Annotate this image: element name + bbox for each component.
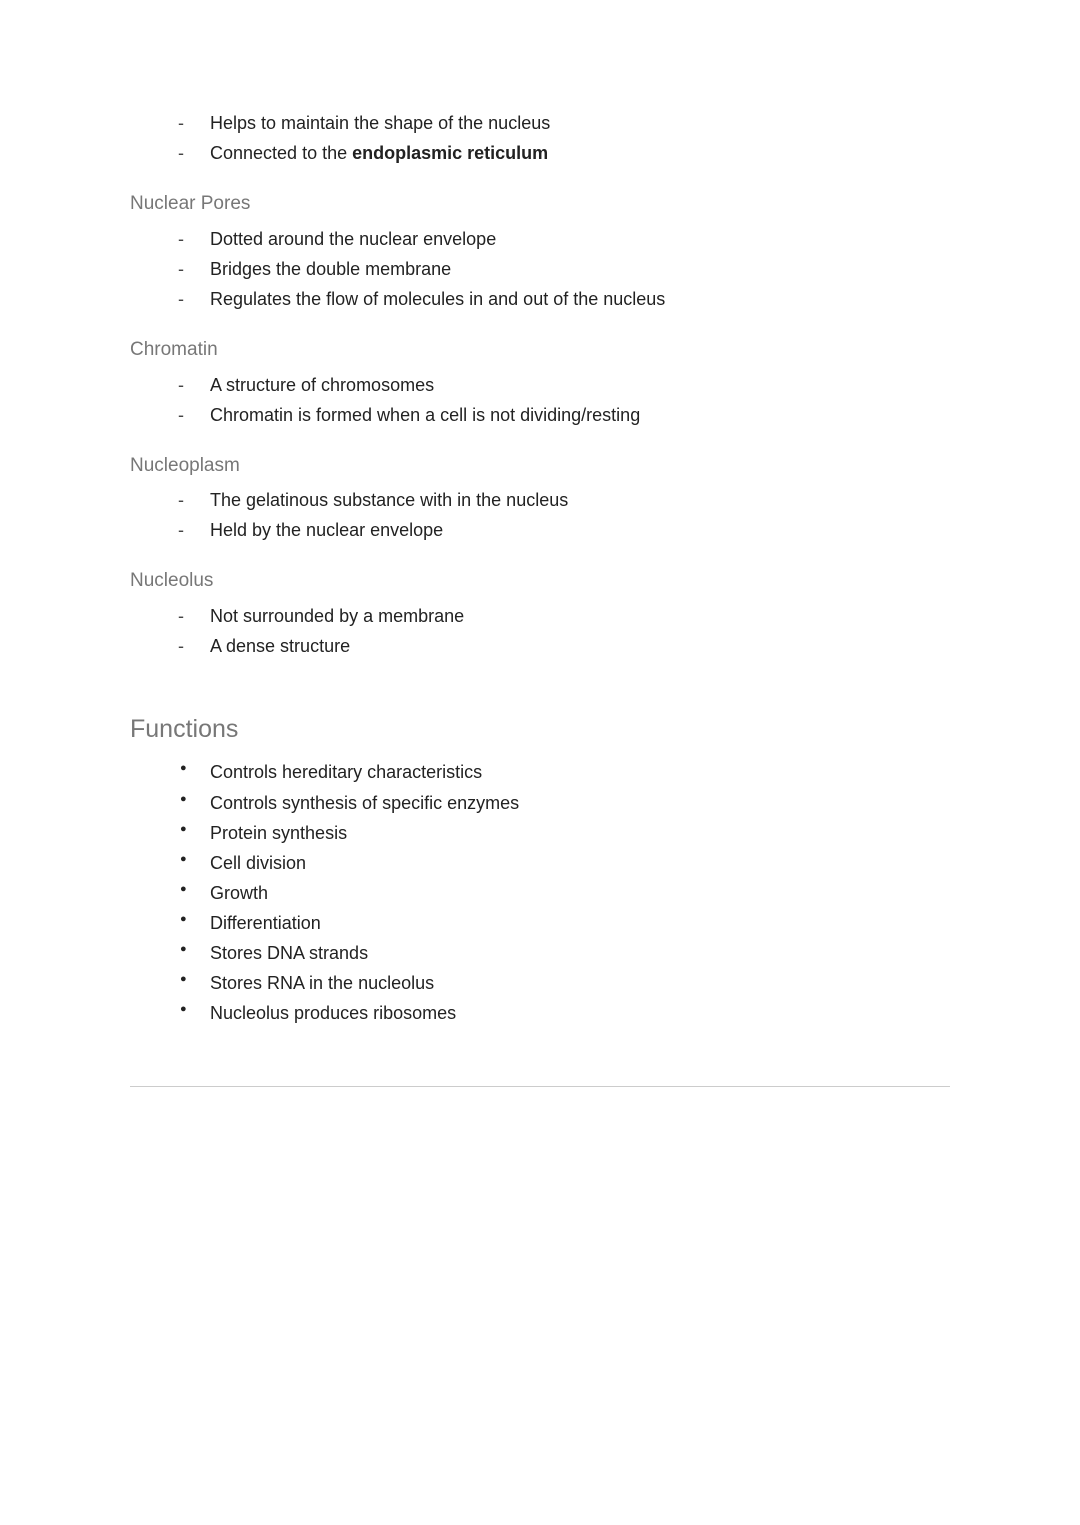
list-item: Chromatin is formed when a cell is not d… <box>178 402 950 428</box>
item-text: Chromatin is formed when a cell is not d… <box>210 405 640 425</box>
nucleolus-list: Not surrounded by a membrane A dense str… <box>178 603 950 659</box>
list-item: Not surrounded by a membrane <box>178 603 950 629</box>
list-item: Bridges the double membrane <box>178 256 950 282</box>
list-item: Nucleolus produces ribosomes <box>178 1000 950 1026</box>
item-text: Nucleolus produces ribosomes <box>210 1003 456 1023</box>
list-item: Helps to maintain the shape of the nucle… <box>178 110 950 136</box>
item-text: Cell division <box>210 853 306 873</box>
item-text: Helps to maintain the shape of the nucle… <box>210 113 550 133</box>
nuclear-envelope-list: Helps to maintain the shape of the nucle… <box>178 110 950 166</box>
nucleoplasm-list: The gelatinous substance with in the nuc… <box>178 487 950 543</box>
subhead-nucleoplasm: Nucleoplasm <box>130 452 950 480</box>
list-item: Growth <box>178 880 950 906</box>
subhead-nucleolus: Nucleolus <box>130 567 950 595</box>
subhead-nuclear-pores: Nuclear Pores <box>130 190 950 218</box>
list-item: Regulates the flow of molecules in and o… <box>178 286 950 312</box>
item-text: Growth <box>210 883 268 903</box>
item-text-bold: endoplasmic reticulum <box>352 143 548 163</box>
chromatin-list: A structure of chromosomes Chromatin is … <box>178 372 950 428</box>
list-item: Cell division <box>178 850 950 876</box>
functions-list: Controls hereditary characteristics Cont… <box>178 759 950 1026</box>
list-item: Connected to the endoplasmic reticulum <box>178 140 950 166</box>
list-item: Controls hereditary characteristics <box>178 759 950 785</box>
section-functions: Functions <box>130 711 950 747</box>
list-item: A structure of chromosomes <box>178 372 950 398</box>
item-text: Bridges the double membrane <box>210 259 451 279</box>
list-item: The gelatinous substance with in the nuc… <box>178 487 950 513</box>
list-item: Dotted around the nuclear envelope <box>178 226 950 252</box>
list-item: Stores DNA strands <box>178 940 950 966</box>
item-text: Controls synthesis of specific enzymes <box>210 793 519 813</box>
horizontal-rule <box>130 1086 950 1087</box>
list-item: Stores RNA in the nucleolus <box>178 970 950 996</box>
item-text-prefix: Connected to the <box>210 143 352 163</box>
item-text: A dense structure <box>210 636 350 656</box>
item-text: Stores RNA in the nucleolus <box>210 973 434 993</box>
list-item: Controls synthesis of specific enzymes <box>178 790 950 816</box>
subhead-chromatin: Chromatin <box>130 336 950 364</box>
item-text: A structure of chromosomes <box>210 375 434 395</box>
item-text: Not surrounded by a membrane <box>210 606 464 626</box>
item-text: Differentiation <box>210 913 321 933</box>
item-text: Controls hereditary characteristics <box>210 762 482 782</box>
item-text: Regulates the flow of molecules in and o… <box>210 289 665 309</box>
list-item: Protein synthesis <box>178 820 950 846</box>
nuclear-pores-list: Dotted around the nuclear envelope Bridg… <box>178 226 950 312</box>
item-text: The gelatinous substance with in the nuc… <box>210 490 568 510</box>
item-text: Protein synthesis <box>210 823 347 843</box>
item-text: Held by the nuclear envelope <box>210 520 443 540</box>
item-text: Dotted around the nuclear envelope <box>210 229 496 249</box>
list-item: Differentiation <box>178 910 950 936</box>
list-item: Held by the nuclear envelope <box>178 517 950 543</box>
item-text: Stores DNA strands <box>210 943 368 963</box>
list-item: A dense structure <box>178 633 950 659</box>
